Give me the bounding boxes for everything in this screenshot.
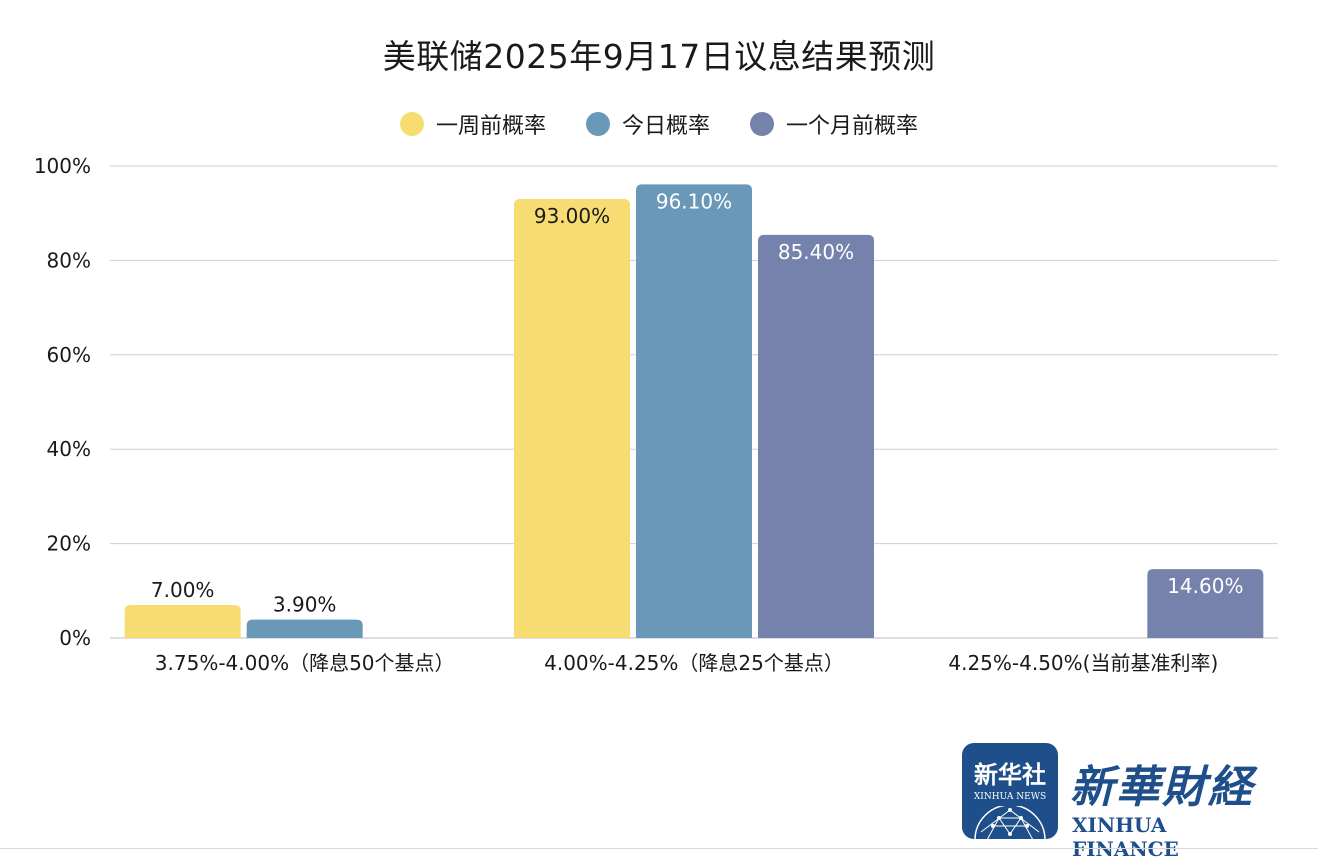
y-tick-label: 20% xyxy=(47,532,91,556)
legend-item-today: 今日概率 xyxy=(585,108,710,140)
y-tick-label: 40% xyxy=(47,437,91,461)
legend-swatch-week-ago xyxy=(399,112,424,136)
data-label: 93.00% xyxy=(534,204,610,228)
data-label: 7.00% xyxy=(151,578,215,602)
x-category-label: 3.75%-4.00%（降息50个基点） xyxy=(155,651,455,675)
badge-en-text: XINHUA NEWS xyxy=(973,792,1047,802)
legend: 一周前概率 今日概率 一个月前概率 xyxy=(0,108,1318,140)
badge-cn-text: 新华社 xyxy=(974,761,1046,789)
y-tick-label: 60% xyxy=(47,343,91,367)
bar xyxy=(514,199,630,639)
legend-swatch-month-ago xyxy=(750,112,774,136)
data-label: 96.10% xyxy=(656,189,732,213)
x-category-label: 4.00%-4.25%（降息25个基点） xyxy=(544,651,844,675)
y-tick-label: 100% xyxy=(34,154,91,178)
legend-item-month-ago: 一个月前概率 xyxy=(750,108,918,140)
bar xyxy=(246,619,363,638)
xinhua-finance-logo: 新华社 XINHUA NEWS 新華財経 XINHUA FINANCE xyxy=(962,743,1272,861)
data-label: 14.60% xyxy=(1167,574,1243,598)
bar xyxy=(758,234,874,639)
y-tick-label: 0% xyxy=(59,626,91,650)
bar xyxy=(1147,569,1264,638)
xinhua-news-badge: 新华社 XINHUA NEWS xyxy=(962,743,1058,839)
chart-title: 美联储2025年9月17日议息结果预测 xyxy=(382,37,936,76)
bar xyxy=(124,604,241,638)
bar-chart: 0% 20% 40% 60% 80% 100% 7.00% 3.90% 3.75%-4.00%（… xyxy=(34,154,1278,675)
legend-item-week-ago: 一周前概率 xyxy=(399,108,546,140)
data-label: 85.40% xyxy=(778,240,854,264)
logo-name-en: XINHUA FINANCE xyxy=(1072,813,1179,861)
bar xyxy=(636,184,752,638)
logo-name-cn: 新華財経 xyxy=(1070,762,1254,813)
legend-label-week-ago: 一周前概率 xyxy=(435,114,546,139)
legend-label-month-ago: 一个月前概率 xyxy=(786,114,919,139)
data-label: 3.90% xyxy=(273,593,337,617)
x-category-label: 4.25%-4.50%(当前基准利率) xyxy=(948,651,1218,675)
y-tick-label: 80% xyxy=(47,248,91,272)
legend-swatch-today xyxy=(585,112,610,136)
bottom-divider xyxy=(0,848,1318,849)
legend-label-today: 今日概率 xyxy=(621,114,710,139)
globe-network-icon xyxy=(974,806,1046,839)
